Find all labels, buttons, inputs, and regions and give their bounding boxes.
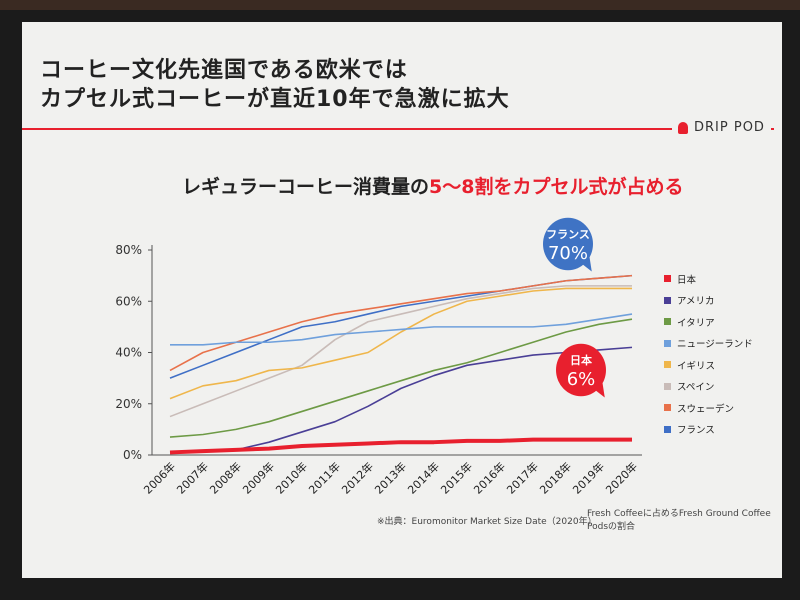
france-callout: フランス 70% xyxy=(543,217,593,272)
x-tick-label: 2012年 xyxy=(339,459,376,496)
legend-swatch xyxy=(664,425,671,433)
legend-item: アメリカ xyxy=(664,290,753,312)
chart-note: Fresh Coffeeに占めるFresh Ground Coffee Pods… xyxy=(587,509,771,532)
title-line-1: コーヒー文化先進国である欧米では xyxy=(40,58,408,83)
legend-item: 日本 xyxy=(664,268,753,290)
legend-swatch xyxy=(664,404,671,412)
japan-callout: 日本 6% xyxy=(556,343,606,398)
x-tick-label: 2014年 xyxy=(405,459,442,496)
legend-swatch xyxy=(664,296,671,304)
legend-label: 日本 xyxy=(677,274,697,286)
callout-label: 日本 xyxy=(570,353,592,367)
x-tick-label: 2016年 xyxy=(471,459,508,496)
x-tick-label: 2015年 xyxy=(438,459,475,496)
legend-swatch xyxy=(664,339,671,347)
series-line-スペイン xyxy=(169,285,632,418)
source-note: ※出典：Euromonitor Market Size Date（2020年） xyxy=(377,517,597,527)
brand-logo: DRIP POD xyxy=(672,120,771,135)
x-tick-label: 2013年 xyxy=(372,459,409,496)
legend-item: フランス xyxy=(664,419,753,441)
legend-item: ニュージーランド xyxy=(664,333,753,355)
y-tick-label: 0% xyxy=(123,448,142,462)
title-line-2: カプセル式コーヒーが直近10年で急激に拡大 xyxy=(40,87,510,112)
legend-label: スウェーデン xyxy=(677,403,735,415)
x-tick-label: 2010年 xyxy=(273,459,310,496)
slide-title: コーヒー文化先進国である欧米では カプセル式コーヒーが直近10年で急激に拡大 xyxy=(40,56,510,114)
legend-label: イタリア xyxy=(677,317,715,329)
y-tick-label: 40% xyxy=(115,346,142,360)
legend-item: スペイン xyxy=(664,376,753,398)
callout-value: 70% xyxy=(548,243,588,264)
legend-item: イタリア xyxy=(664,311,753,333)
x-tick-label: 2019年 xyxy=(570,459,607,496)
legend-label: フランス xyxy=(677,425,715,437)
chart-legend: 日本アメリカイタリアニュージーランド イギリススペインスウェーデン フランス xyxy=(664,268,753,440)
legend-label: イギリス xyxy=(677,360,716,372)
y-tick-label: 80% xyxy=(115,243,142,257)
series-line-スウェーデン xyxy=(169,274,633,372)
y-tick-label: 60% xyxy=(115,294,142,308)
title-divider xyxy=(22,128,774,130)
x-tick-label: 2009年 xyxy=(240,459,277,496)
chart-subtitle: レギュラーコーヒー消費量の5～8割をカプセル式が占める xyxy=(182,172,683,199)
series-line-ニュージーランド xyxy=(170,313,633,346)
drop-icon xyxy=(678,121,688,134)
legend-label: スペイン xyxy=(677,382,715,394)
callout-tail xyxy=(580,255,592,272)
x-tick-label: 2020年 xyxy=(603,459,640,496)
y-tick-label: 20% xyxy=(115,397,142,411)
legend-swatch xyxy=(664,318,671,326)
legend-swatch xyxy=(664,275,671,283)
x-tick-label: 2006年 xyxy=(141,459,178,496)
x-tick-label: 2011年 xyxy=(306,459,343,496)
series-line-日本 xyxy=(169,437,632,455)
legend-swatch xyxy=(664,382,671,390)
callout-bubble xyxy=(543,217,593,271)
callout-tail xyxy=(593,381,605,398)
x-tick-label: 2007年 xyxy=(174,459,211,496)
x-tick-label: 2017年 xyxy=(504,459,541,496)
subtitle-prefix: レギュラーコーヒー消費量の xyxy=(182,176,430,198)
callout-value: 6% xyxy=(567,369,596,390)
callout-bubble xyxy=(556,343,606,397)
callout-label: フランス xyxy=(546,228,590,241)
x-tick-label: 2018年 xyxy=(537,459,574,496)
series-line-イギリス xyxy=(169,287,632,400)
legend-item: イギリス xyxy=(664,354,753,376)
legend-swatch xyxy=(664,361,671,369)
logo-text: DRIP POD xyxy=(694,120,765,135)
legend-label: アメリカ xyxy=(677,296,715,308)
slide: コーヒー文化先進国である欧米では カプセル式コーヒーが直近10年で急激に拡大 D… xyxy=(22,22,782,578)
legend-item: スウェーデン xyxy=(664,397,753,419)
legend-label: ニュージーランド xyxy=(677,339,753,351)
series-line-アメリカ xyxy=(169,346,633,454)
series-line-イタリア xyxy=(169,318,633,438)
x-tick-label: 2008年 xyxy=(207,459,244,496)
line-chart: 0%20%40%60%80%2006年2007年2008年2009年2010年2… xyxy=(115,217,642,497)
subtitle-highlight: 5～8割をカプセル式が占める xyxy=(429,176,684,198)
